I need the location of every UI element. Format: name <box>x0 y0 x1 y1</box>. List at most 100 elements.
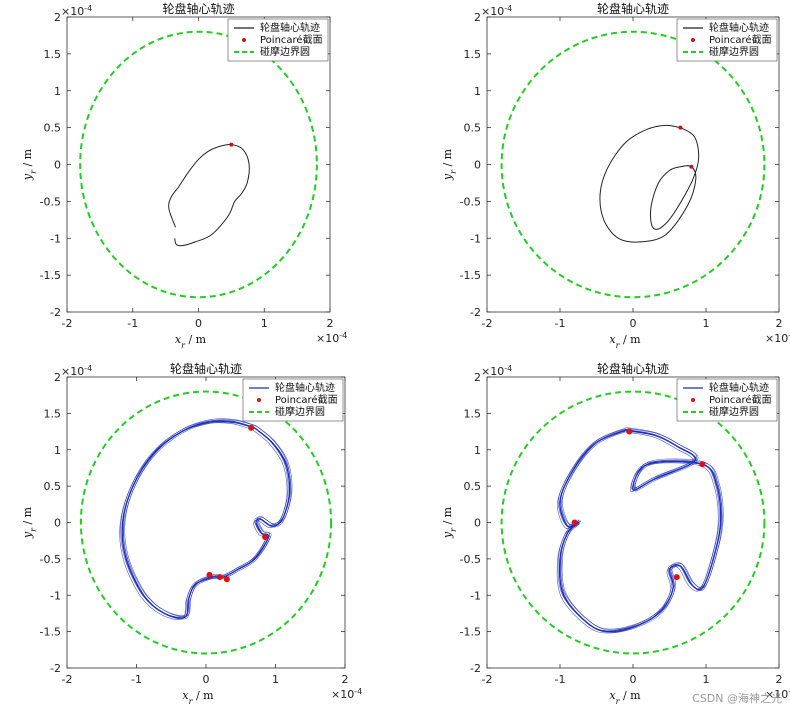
rub-boundary-circle <box>500 390 766 655</box>
x-tick-label: -2 <box>62 317 73 330</box>
plot-area <box>500 30 766 299</box>
x-tick-label: 1 <box>261 317 268 330</box>
orbit-trajectory <box>124 419 293 617</box>
y-tick-label: -0.5 <box>40 553 61 566</box>
orbit-trajectory <box>119 422 288 620</box>
chart-panel-1: -2 -1 0 1 2 -2 -1.5 -1 -0.5 0 0.5 1 1.5 2 轮盘轴心轨迹 xr / m… <box>21 1 347 350</box>
y-axis-label: yr / m <box>441 148 458 181</box>
legend-orbit-label: 轮盘轴心轨迹 <box>709 381 769 394</box>
legend-poincare-label: Poincaré截面 <box>260 33 323 46</box>
x-tick-label: -1 <box>131 673 142 686</box>
chart-panel-2: -2 -1 0 1 2 -2 -1.5 -1 -0.5 0 0.5 1 1.5 2 轮盘轴心轨迹 xr / m… <box>441 1 790 350</box>
y-axis-label: yr / m <box>441 506 458 539</box>
chart-title: 轮盘轴心轨迹 <box>597 1 669 16</box>
poincare-point <box>248 424 255 431</box>
x-scale-factor: ×10-4 <box>765 687 790 702</box>
y-tick-label: -2 <box>50 306 61 319</box>
y-tick-label: 0.5 <box>464 480 482 493</box>
x-axis-label: xr / m <box>175 333 207 350</box>
legend-boundary-label: 碰摩边界圆 <box>260 45 310 58</box>
x-tick-label: 2 <box>776 673 783 686</box>
y-tick-label: 0 <box>474 159 481 172</box>
y-tick-label: -1 <box>470 589 481 602</box>
y-tick-label: 0.5 <box>44 122 62 135</box>
legend-orbit-label: 轮盘轴心轨迹 <box>260 21 320 34</box>
legend-orbit-label: 轮盘轴心轨迹 <box>709 21 769 34</box>
legend-poincare-swatch <box>257 398 261 402</box>
plot-area <box>79 390 333 655</box>
x-scale-factor: ×10-4 <box>765 331 790 346</box>
y-scale-factor: ×10-4 <box>481 4 512 19</box>
x-axis-label: xr / m <box>182 689 214 706</box>
x-tick-label: 0 <box>630 317 637 330</box>
poincare-point <box>206 571 213 578</box>
y-tick-label: -1.5 <box>40 626 61 639</box>
y-scale-factor: ×10-4 <box>61 364 92 379</box>
y-tick-label: -1 <box>470 232 481 245</box>
y-tick-label: 0 <box>54 517 61 530</box>
watermark: CSDN @海神之光 <box>692 692 782 705</box>
x-tick-label: 0 <box>195 317 202 330</box>
x-tick-label: 2 <box>327 317 334 330</box>
orbit-trajectory <box>121 420 291 619</box>
y-tick-label: 0 <box>54 159 61 172</box>
poincare-point <box>699 461 706 468</box>
legend-poincare-label: Poincaré截面 <box>709 393 772 406</box>
x-tick-label: 1 <box>703 673 710 686</box>
x-tick-label: -2 <box>62 673 73 686</box>
orbit-trajectory <box>122 418 291 616</box>
x-tick-label: 1 <box>272 673 279 686</box>
x-tick-label: -2 <box>482 673 493 686</box>
y-tick-label: 1.5 <box>44 407 62 420</box>
y-tick-label: 1.5 <box>464 48 482 61</box>
y-tick-label: 1 <box>54 85 61 98</box>
plot-frame <box>66 376 346 669</box>
poincare-point <box>216 574 223 581</box>
y-tick-label: 1.5 <box>44 48 62 61</box>
x-tick-label: -2 <box>482 317 493 330</box>
y-tick-label: 0 <box>474 517 481 530</box>
rub-boundary-circle <box>500 30 766 299</box>
x-tick-label: 0 <box>203 673 210 686</box>
legend-poincare-swatch <box>691 38 695 42</box>
y-tick-label: 1 <box>54 444 61 457</box>
chart-title: 轮盘轴心轨迹 <box>170 361 242 376</box>
chart-panel-3: -2 -1 0 1 2 -2 -1.5 -1 -0.5 0 0.5 1 1.5 2 轮盘轴心轨迹 xr / m… <box>21 361 362 706</box>
y-tick-label: -2 <box>50 662 61 675</box>
y-tick-label: 2 <box>54 371 61 384</box>
y-tick-label: -2 <box>470 662 481 675</box>
y-tick-label: -1.5 <box>40 269 61 282</box>
chart-title: 轮盘轴心轨迹 <box>597 361 669 376</box>
orbit-trajectory <box>560 427 723 630</box>
orbit-trajectory <box>168 144 250 247</box>
rub-boundary-circle <box>79 390 333 655</box>
x-scale-factor: ×10-4 <box>331 687 362 702</box>
poincare-point <box>223 576 230 583</box>
plot-frame <box>66 16 331 313</box>
y-tick-label: 0.5 <box>44 480 62 493</box>
y-axis-label: yr / m <box>21 506 38 539</box>
poincare-point <box>673 574 680 581</box>
x-tick-label: 2 <box>776 317 783 330</box>
x-tick-label: 0 <box>630 673 637 686</box>
y-tick-label: 1.5 <box>464 407 482 420</box>
y-tick-label: 1 <box>474 444 481 457</box>
legend-boundary-label: 碰摩边界圆 <box>709 405 759 418</box>
x-tick-label: 2 <box>342 673 349 686</box>
legend-poincare-swatch <box>242 38 246 42</box>
legend-poincare-label: Poincaré截面 <box>709 33 772 46</box>
poincare-point <box>571 519 578 526</box>
x-tick-label: -1 <box>127 317 138 330</box>
x-tick-label: -1 <box>555 317 566 330</box>
y-tick-label: 2 <box>474 371 481 384</box>
y-tick-label: 1 <box>474 85 481 98</box>
plot-area <box>79 30 318 299</box>
x-tick-label: 1 <box>703 317 710 330</box>
x-axis-label: xr / m <box>609 689 641 706</box>
poincare-point <box>678 125 683 130</box>
